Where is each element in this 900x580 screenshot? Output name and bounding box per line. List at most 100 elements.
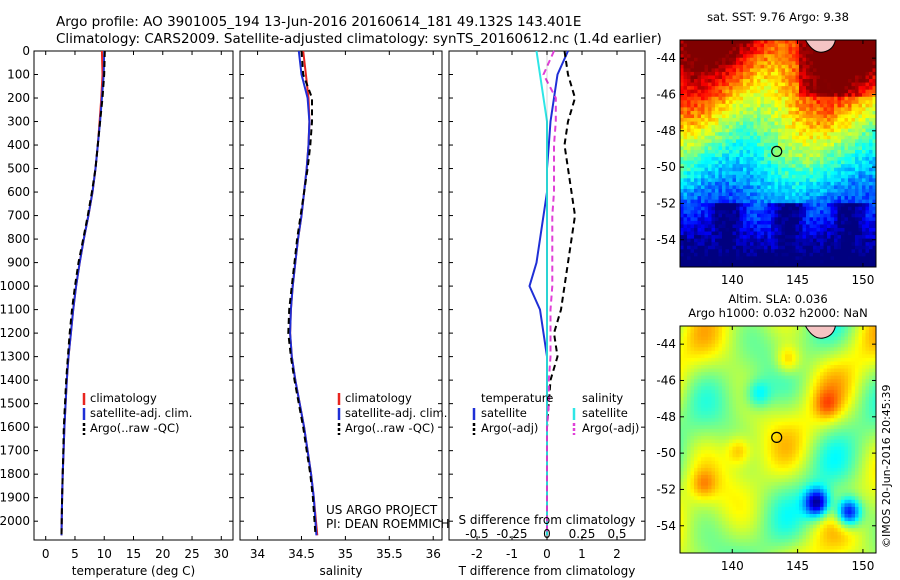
- map-cell: [680, 103, 685, 108]
- map-cell: [715, 213, 720, 218]
- map-cell: [729, 164, 734, 169]
- map-cell: [680, 171, 685, 176]
- map-cell: [704, 242, 709, 247]
- map-cell: [739, 43, 744, 48]
- map-cell: [851, 153, 856, 158]
- map-cell: [683, 496, 688, 501]
- map-cell: [690, 340, 695, 345]
- map-cell: [799, 238, 804, 243]
- map-cell: [683, 411, 688, 416]
- map-cell: [760, 43, 765, 48]
- map-cell: [715, 474, 720, 480]
- map-cell: [729, 517, 734, 522]
- map-cell: [774, 242, 779, 247]
- map-cell: [690, 61, 695, 66]
- map-cell: [844, 50, 849, 55]
- map-cell: [785, 64, 790, 69]
- map-cell: [799, 114, 804, 119]
- map-cell: [680, 64, 685, 69]
- map-cell: [858, 188, 863, 194]
- map-cell: [785, 47, 790, 52]
- map-cell: [715, 439, 720, 444]
- map-cell: [785, 96, 790, 101]
- map-cell: [820, 57, 825, 62]
- map-cell: [841, 146, 846, 151]
- map-cell: [753, 220, 758, 226]
- map-cell: [771, 139, 776, 144]
- map-cell: [792, 256, 797, 261]
- map-cell: [722, 404, 727, 409]
- map-cell: [848, 231, 853, 236]
- map-cell: [736, 118, 741, 123]
- map-cell: [760, 217, 765, 222]
- map-cell: [694, 259, 699, 265]
- map-cell: [757, 142, 762, 148]
- map-cell: [834, 103, 839, 108]
- map-cell: [869, 171, 874, 176]
- map-cell: [837, 71, 842, 77]
- map-cell: [690, 142, 695, 148]
- map-cell: [704, 464, 709, 469]
- map-cell: [823, 178, 828, 183]
- map-cell: [757, 125, 762, 130]
- map-cell: [823, 185, 828, 190]
- map-cell: [690, 118, 695, 123]
- map-cell: [750, 160, 755, 165]
- map-cell: [711, 333, 716, 338]
- map-cell: [729, 132, 734, 137]
- map-cell: [687, 181, 692, 187]
- map-cell: [820, 217, 825, 222]
- map-cell: [792, 157, 797, 162]
- map-cell: [837, 89, 842, 94]
- map-cell: [715, 118, 720, 123]
- map-cell: [718, 496, 723, 501]
- map-cell: [680, 428, 685, 434]
- y-tick-label: 300: [7, 115, 30, 129]
- map-cell: [799, 160, 804, 165]
- map-cell: [680, 340, 685, 345]
- map-cell: [701, 71, 706, 77]
- map-cell: [736, 107, 741, 112]
- map-cell: [694, 421, 699, 426]
- map-cell: [694, 160, 699, 165]
- map-cell: [760, 93, 765, 98]
- map-cell: [760, 238, 765, 243]
- map-cell: [774, 256, 779, 261]
- map-cell: [715, 114, 720, 119]
- map-cell: [708, 474, 713, 480]
- map-cell: [687, 389, 692, 394]
- map-cell: [690, 57, 695, 62]
- map-cell: [767, 235, 772, 240]
- map-cell: [855, 82, 860, 87]
- map-cell: [718, 446, 723, 451]
- map-cell: [683, 252, 688, 257]
- map-cell: [816, 146, 821, 151]
- map-cell: [704, 443, 709, 448]
- map-cell: [711, 210, 716, 215]
- map-cell: [708, 86, 713, 91]
- map-cell: [813, 128, 818, 133]
- map-cell: [701, 68, 706, 73]
- map-cell: [708, 40, 713, 45]
- map-cell: [697, 329, 702, 334]
- map-cell: [781, 224, 786, 229]
- map-cell: [869, 71, 874, 77]
- map-cell: [718, 245, 723, 250]
- map-cell: [827, 178, 832, 183]
- map-cell: [760, 181, 765, 187]
- y-tick-label: 1900: [0, 491, 30, 505]
- map-cell: [757, 196, 762, 201]
- map-cell: [858, 79, 863, 84]
- map-cell: [767, 149, 772, 155]
- map-cell: [771, 252, 776, 257]
- map-cell: [848, 199, 853, 204]
- map-cell: [841, 89, 846, 94]
- map-cell: [851, 210, 856, 215]
- map-cell: [753, 121, 758, 126]
- map-cell: [781, 199, 786, 204]
- map-cell: [694, 47, 699, 52]
- map-cell: [683, 386, 688, 391]
- map-cell: [725, 242, 730, 247]
- map-cell: [830, 245, 835, 250]
- map-cell: [764, 75, 769, 80]
